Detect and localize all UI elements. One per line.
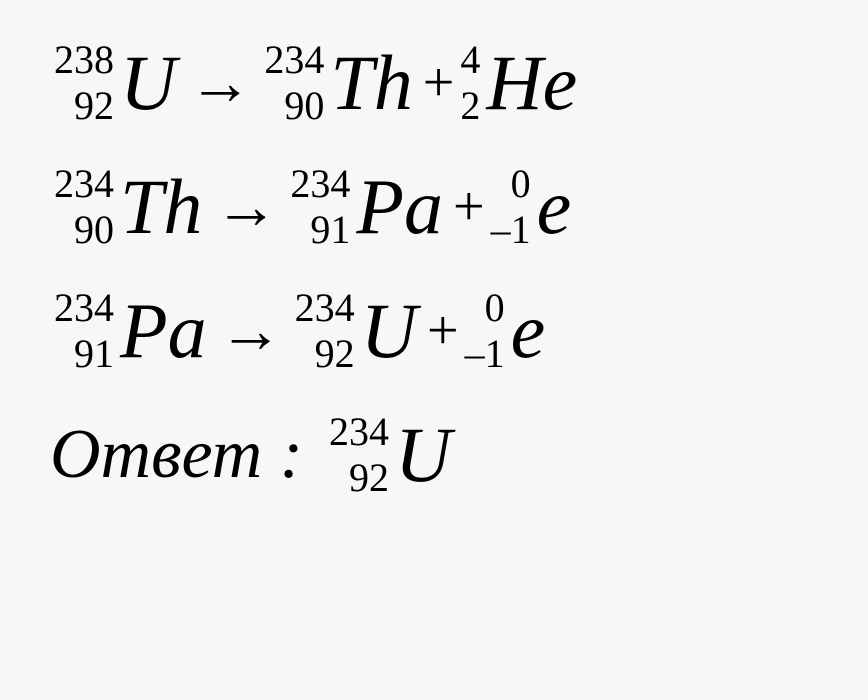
nuclide-pa234: 234 91 Pa (54, 288, 207, 374)
nuclide-he4: 4 2 He (460, 40, 577, 126)
element-symbol: He (486, 44, 577, 122)
nuclide-electron: 0 –1 e (491, 164, 572, 250)
nuclide-scripts: 234 92 (329, 412, 389, 498)
element-symbol: U (361, 292, 417, 370)
mass-number: 234 (54, 164, 114, 204)
nuclide-scripts: 234 92 (295, 288, 355, 374)
nuclide-u238: 238 92 U (54, 40, 176, 126)
answer-row: Ответ : 234 92 U (50, 412, 838, 498)
mass-number: 234 (295, 288, 355, 328)
mass-number: 4 (460, 40, 480, 80)
atomic-number: 92 (349, 458, 389, 498)
element-symbol: Pa (120, 292, 207, 370)
mass-number: 234 (54, 288, 114, 328)
atomic-number: –1 (465, 334, 505, 374)
element-symbol: Th (330, 44, 412, 122)
element-symbol: U (120, 44, 176, 122)
element-symbol: U (395, 416, 451, 494)
atomic-number: –1 (491, 210, 531, 250)
equations-container: 238 92 U → 234 90 Th + 4 2 He 234 90 (0, 0, 868, 528)
element-symbol: Pa (356, 168, 443, 246)
answer-label: Ответ : (50, 415, 303, 495)
atomic-number: 91 (310, 210, 350, 250)
reaction-arrow: → (214, 175, 278, 239)
mass-number: 234 (329, 412, 389, 452)
atomic-number: 92 (315, 334, 355, 374)
equation-row-2: 234 90 Th → 234 91 Pa + 0 –1 e (50, 164, 838, 250)
mass-number: 0 (485, 288, 505, 328)
plus-sign: + (453, 179, 485, 235)
mass-number: 234 (264, 40, 324, 80)
nuclide-scripts: 238 92 (54, 40, 114, 126)
element-symbol: e (537, 168, 572, 246)
mass-number: 234 (290, 164, 350, 204)
plus-sign: + (427, 303, 459, 359)
nuclide-scripts: 234 91 (54, 288, 114, 374)
nuclide-pa234: 234 91 Pa (290, 164, 443, 250)
nuclide-scripts: 4 2 (460, 40, 480, 126)
nuclide-u234: 234 92 U (295, 288, 417, 374)
answer-nuclide: 234 92 U (329, 412, 451, 498)
nuclide-electron: 0 –1 e (465, 288, 546, 374)
nuclide-scripts: 234 91 (290, 164, 350, 250)
atomic-number: 2 (460, 86, 480, 126)
atomic-number: 90 (284, 86, 324, 126)
element-symbol: e (511, 292, 546, 370)
equation-row-1: 238 92 U → 234 90 Th + 4 2 He (50, 40, 838, 126)
nuclide-scripts: 0 –1 (491, 164, 531, 250)
equation-row-3: 234 91 Pa → 234 92 U + 0 –1 e (50, 288, 838, 374)
atomic-number: 92 (74, 86, 114, 126)
nuclide-scripts: 234 90 (54, 164, 114, 250)
element-symbol: Th (120, 168, 202, 246)
nuclide-scripts: 234 90 (264, 40, 324, 126)
atomic-number: 91 (74, 334, 114, 374)
nuclide-th234: 234 90 Th (264, 40, 412, 126)
atomic-number: 90 (74, 210, 114, 250)
nuclide-scripts: 0 –1 (465, 288, 505, 374)
nuclide-th234: 234 90 Th (54, 164, 202, 250)
mass-number: 238 (54, 40, 114, 80)
reaction-arrow: → (219, 299, 283, 363)
mass-number: 0 (511, 164, 531, 204)
plus-sign: + (423, 55, 455, 111)
reaction-arrow: → (188, 51, 252, 115)
